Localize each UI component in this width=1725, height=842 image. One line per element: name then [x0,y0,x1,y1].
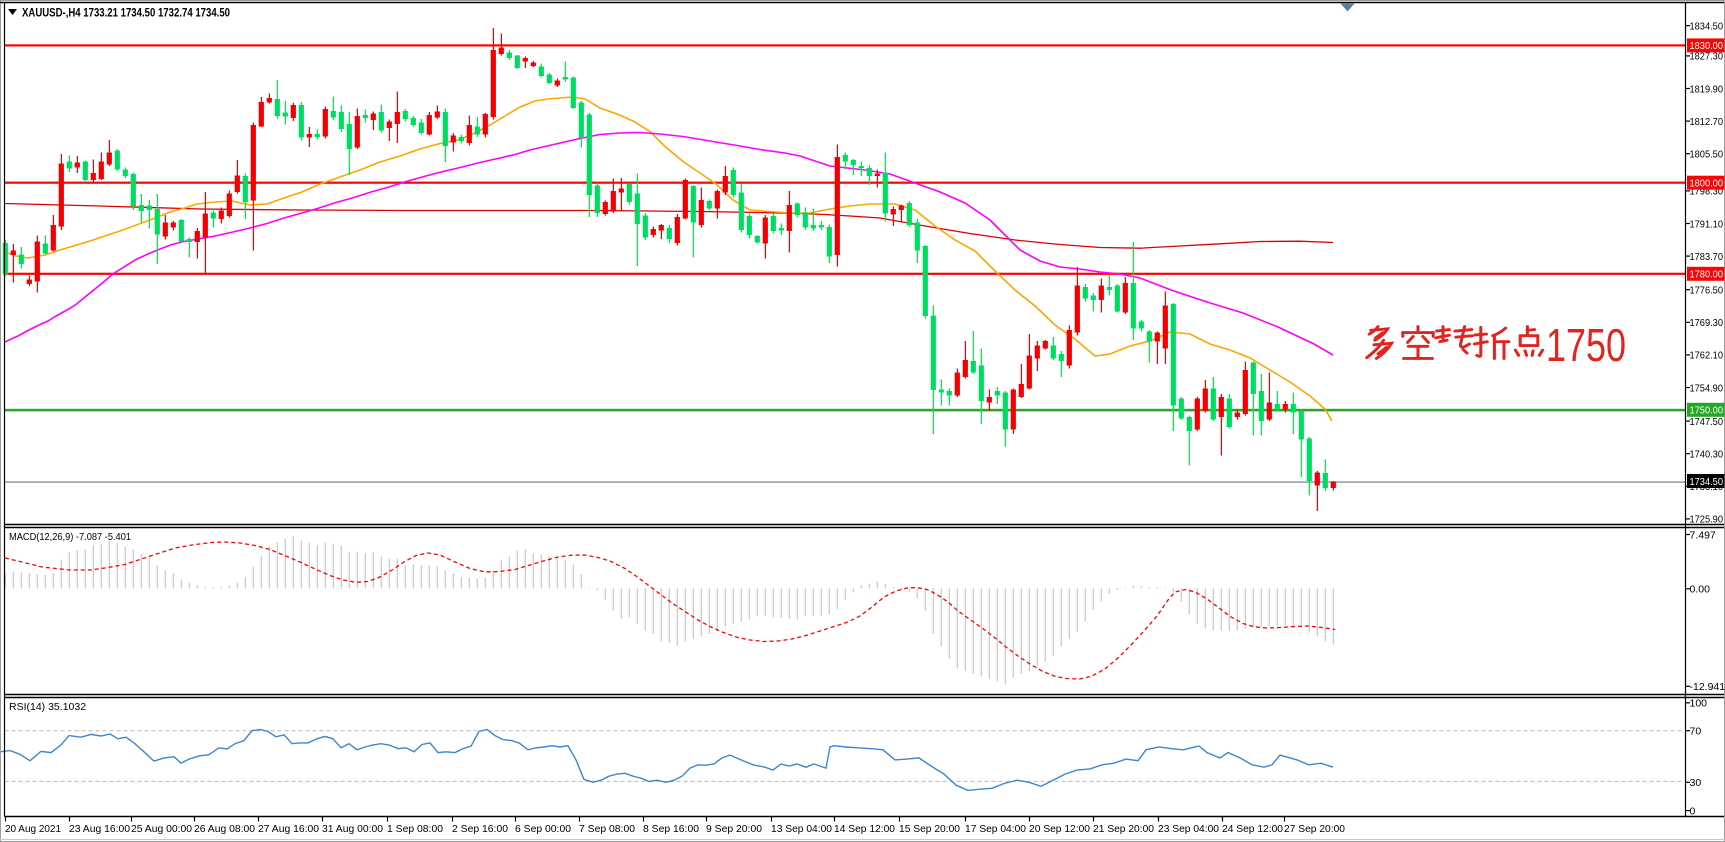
svg-text:14 Sep 12:00: 14 Sep 12:00 [834,823,895,835]
svg-text:1791.10: 1791.10 [1690,218,1724,230]
svg-text:1805.50: 1805.50 [1690,149,1724,161]
svg-text:25 Aug 00:00: 25 Aug 00:00 [131,823,192,835]
svg-text:1762.10: 1762.10 [1690,350,1724,362]
svg-text:0.00: 0.00 [1690,584,1711,596]
svg-text:MACD(12,26,9) -7.087 -5.401: MACD(12,26,9) -7.087 -5.401 [9,531,131,543]
svg-text:1783.70: 1783.70 [1690,251,1724,263]
svg-text:15 Sep 20:00: 15 Sep 20:00 [899,823,960,835]
svg-text:17 Sep 04:00: 17 Sep 04:00 [965,823,1026,835]
svg-text:1834.50: 1834.50 [1690,20,1724,32]
svg-text:1754.90: 1754.90 [1690,382,1724,394]
svg-text:7 Sep 08:00: 7 Sep 08:00 [579,823,635,835]
svg-text:100: 100 [1690,698,1708,710]
svg-text:13 Sep 04:00: 13 Sep 04:00 [771,823,832,835]
svg-text:30: 30 [1690,777,1702,789]
svg-text:20 Aug 2021: 20 Aug 2021 [5,823,61,835]
svg-text:1812.70: 1812.70 [1690,116,1724,128]
svg-text:1827.30: 1827.30 [1690,51,1724,63]
svg-text:1750.00: 1750.00 [1690,405,1724,417]
svg-text:31 Aug 00:00: 31 Aug 00:00 [322,823,383,835]
svg-text:24 Sep 12:00: 24 Sep 12:00 [1222,823,1283,835]
svg-text:1780.00: 1780.00 [1690,269,1724,281]
svg-text:1740.30: 1740.30 [1690,449,1724,461]
svg-text:23 Sep 04:00: 23 Sep 04:00 [1158,823,1219,835]
svg-text:21 Sep 20:00: 21 Sep 20:00 [1093,823,1154,835]
svg-text:1747.50: 1747.50 [1690,416,1724,428]
svg-text:27 Aug 16:00: 27 Aug 16:00 [258,823,319,835]
svg-text:1725.90: 1725.90 [1690,514,1724,526]
svg-text:1819.90: 1819.90 [1690,83,1724,95]
svg-text:2 Sep 16:00: 2 Sep 16:00 [452,823,508,835]
svg-text:RSI(14) 35.1032: RSI(14) 35.1032 [9,701,86,713]
svg-text:1750: 1750 [1546,319,1626,371]
svg-text:27 Sep 20:00: 27 Sep 20:00 [1284,823,1345,835]
svg-text:XAUUSD-,H4 1733.21 1734.50 17: XAUUSD-,H4 1733.21 1734.50 1732.74 1734.… [22,8,230,20]
svg-text:1769.30: 1769.30 [1690,317,1724,329]
svg-text:23 Aug 16:00: 23 Aug 16:00 [69,823,130,835]
svg-text:1776.50: 1776.50 [1690,285,1724,297]
svg-text:26 Aug 08:00: 26 Aug 08:00 [194,823,255,835]
svg-text:1 Sep 08:00: 1 Sep 08:00 [387,823,443,835]
svg-text:1830.00: 1830.00 [1690,40,1724,52]
svg-text:6 Sep 00:00: 6 Sep 00:00 [515,823,571,835]
svg-text:1734.50: 1734.50 [1690,476,1724,488]
svg-text:-12.941: -12.941 [1690,681,1725,693]
svg-text:9 Sep 20:00: 9 Sep 20:00 [706,823,762,835]
svg-text:0: 0 [1690,805,1696,817]
svg-text:7.497: 7.497 [1690,529,1716,541]
svg-text:8 Sep 16:00: 8 Sep 16:00 [643,823,699,835]
svg-text:70: 70 [1690,726,1702,738]
svg-text:20 Sep 12:00: 20 Sep 12:00 [1029,823,1090,835]
svg-text:1800.00: 1800.00 [1690,178,1724,190]
